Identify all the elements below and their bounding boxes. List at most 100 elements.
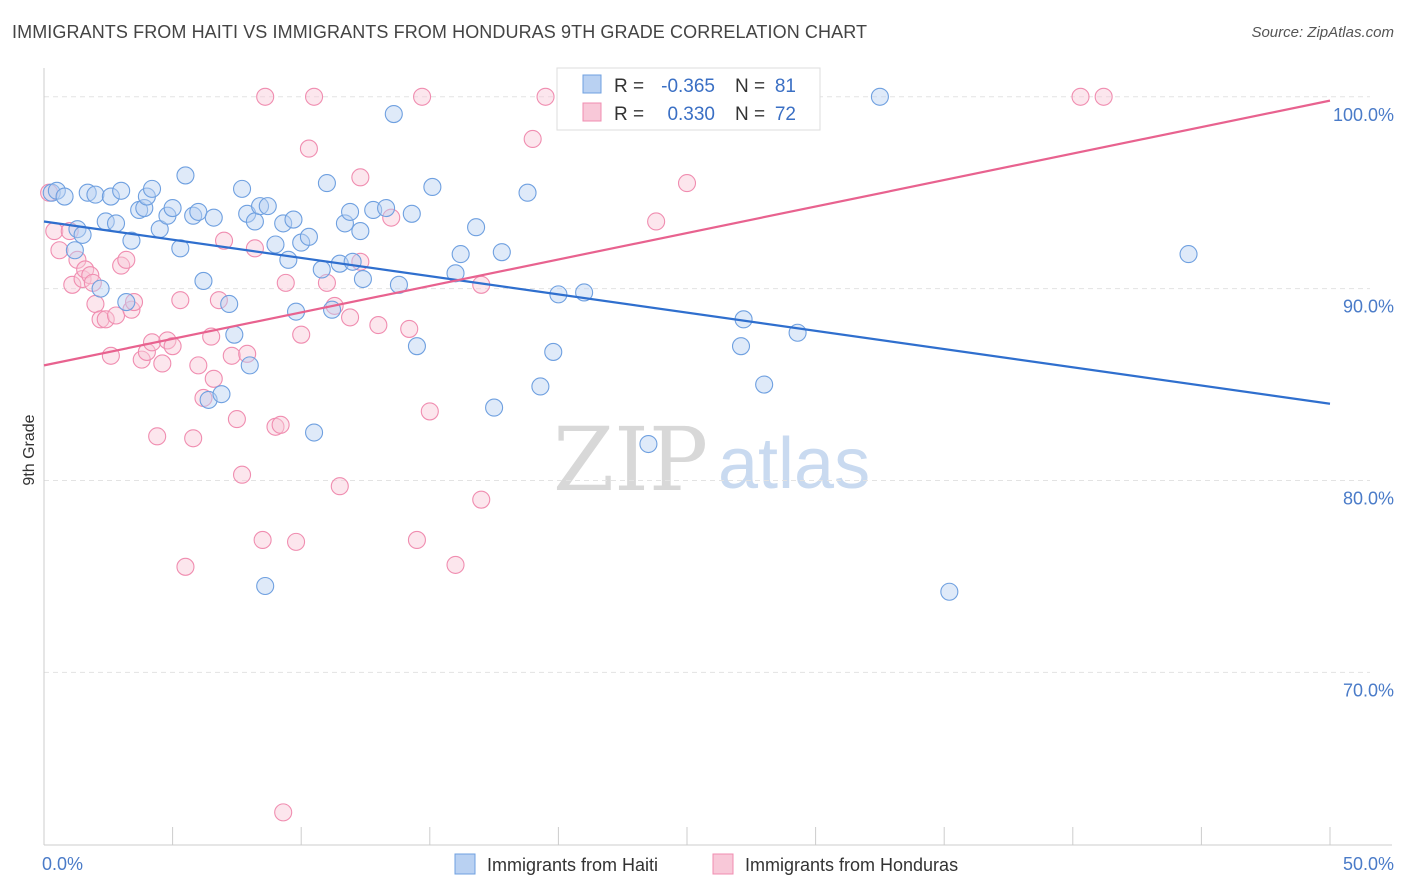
honduras-legend-label: Immigrants from Honduras — [745, 855, 958, 875]
haiti-point — [299, 227, 318, 246]
haiti-point — [407, 337, 426, 356]
honduras-n-value: 72 — [775, 104, 796, 125]
haiti-point — [485, 398, 504, 417]
haiti-point — [870, 87, 889, 106]
haiti-legend-swatch — [454, 853, 476, 875]
honduras-point — [50, 241, 69, 260]
honduras-point — [232, 465, 252, 484]
honduras-point — [287, 532, 306, 551]
haiti-point — [639, 434, 658, 454]
haiti-point — [335, 214, 354, 233]
haiti-point — [258, 197, 277, 216]
honduras-point — [238, 344, 257, 363]
honduras-point — [420, 402, 439, 421]
haiti-stats-swatch — [582, 74, 602, 94]
haiti-point — [266, 235, 285, 254]
honduras-point — [299, 139, 318, 158]
honduras-point — [86, 294, 105, 314]
y-tick-label: 100.0% — [1333, 105, 1394, 125]
honduras-point — [677, 174, 697, 193]
honduras-trend-line — [43, 99, 1331, 367]
data-points — [40, 87, 1198, 822]
haiti-point — [212, 385, 231, 404]
haiti-point — [220, 294, 239, 314]
haiti-point — [731, 337, 751, 356]
honduras-point — [96, 310, 115, 329]
honduras-point — [446, 555, 465, 574]
haiti-point — [343, 252, 362, 271]
honduras-n-label: N = — [735, 104, 765, 125]
honduras-stats-swatch — [582, 102, 602, 122]
honduras-point — [209, 291, 228, 310]
haiti-point — [91, 279, 110, 298]
honduras-point — [400, 319, 419, 338]
honduras-point — [276, 273, 295, 292]
haiti-legend-label: Immigrants from Haiti — [487, 855, 658, 875]
haiti-r-value: -0.365 — [661, 76, 715, 97]
honduras-point — [369, 316, 388, 335]
legend: Immigrants from Haiti Immigrants from Hon… — [454, 853, 958, 875]
haiti-point — [232, 179, 252, 198]
haiti-n-value: 81 — [775, 76, 796, 97]
haiti-point — [353, 269, 372, 289]
haiti-point — [256, 576, 275, 596]
trend-lines — [43, 99, 1331, 405]
honduras-point — [63, 275, 82, 294]
haiti-point — [377, 199, 396, 218]
honduras-point — [274, 803, 293, 822]
haiti-point — [176, 166, 195, 185]
haiti-point — [423, 177, 442, 196]
haiti-point — [755, 375, 774, 394]
haiti-point — [279, 250, 298, 269]
axes — [43, 68, 1392, 846]
honduras-point — [1094, 87, 1113, 106]
haiti-point — [402, 204, 421, 223]
chart-source: Source: ZipAtlas.com — [1251, 24, 1394, 41]
haiti-point — [245, 212, 264, 231]
x-tick-label: 0.0% — [42, 854, 83, 874]
haiti-point — [189, 202, 208, 221]
honduras-point — [214, 231, 234, 250]
honduras-point — [112, 256, 131, 275]
haiti-point — [55, 187, 74, 206]
honduras-point — [407, 530, 426, 550]
haiti-point — [101, 187, 120, 206]
haiti-point — [65, 241, 84, 260]
honduras-legend-swatch — [712, 853, 734, 875]
honduras-point — [271, 415, 290, 434]
haiti-point — [384, 104, 403, 124]
honduras-point — [1071, 87, 1090, 106]
y-tick-labels: 70.0% 80.0% 90.0% 100.0% — [1333, 105, 1394, 701]
honduras-point — [153, 354, 172, 373]
haiti-trend-line — [43, 220, 1331, 405]
haiti-point — [492, 243, 511, 262]
honduras-point — [124, 293, 144, 312]
honduras-point — [176, 557, 195, 576]
stats-box: R = -0.365 N = 81 R = 0.330 N = 72 — [556, 67, 821, 131]
honduras-point — [245, 239, 264, 258]
haiti-point — [518, 183, 537, 202]
haiti-point — [312, 260, 331, 279]
gridlines — [44, 96, 1370, 673]
haiti-point — [451, 245, 470, 264]
chart-title: IMMIGRANTS FROM HAITI VS IMMIGRANTS FROM… — [12, 22, 868, 42]
haiti-n-label: N = — [735, 76, 765, 97]
haiti-point — [284, 210, 303, 229]
haiti-point — [544, 342, 563, 361]
watermark-atlas: atlas — [718, 424, 870, 504]
honduras-point — [292, 325, 311, 344]
honduras-point — [330, 477, 349, 496]
honduras-r-label: R = — [614, 104, 644, 125]
haiti-point — [467, 218, 486, 237]
haiti-point — [117, 293, 136, 312]
haiti-point — [250, 197, 270, 216]
haiti-point — [446, 264, 465, 283]
honduras-point — [256, 87, 275, 106]
x-tick-labels: 0.0% 50.0% — [42, 854, 1394, 874]
honduras-point — [523, 129, 542, 149]
honduras-point — [204, 369, 223, 388]
honduras-point — [382, 208, 401, 227]
haiti-point — [78, 183, 97, 202]
honduras-point — [227, 410, 246, 429]
